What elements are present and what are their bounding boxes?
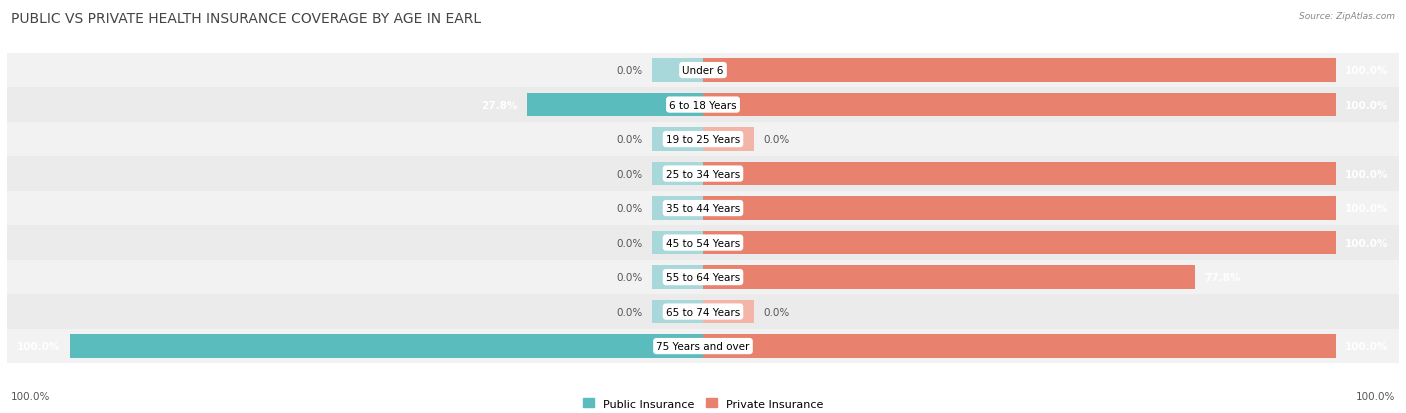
Bar <box>652 59 703 83</box>
Bar <box>703 59 1336 83</box>
Text: 100.0%: 100.0% <box>1346 204 1389 214</box>
Bar <box>7 329 1399 363</box>
Text: 35 to 44 Years: 35 to 44 Years <box>666 204 740 214</box>
Bar <box>652 300 703 323</box>
Text: 100.0%: 100.0% <box>1346 169 1389 179</box>
Text: 0.0%: 0.0% <box>617 204 643 214</box>
Text: PUBLIC VS PRIVATE HEALTH INSURANCE COVERAGE BY AGE IN EARL: PUBLIC VS PRIVATE HEALTH INSURANCE COVER… <box>11 12 481 26</box>
Text: 0.0%: 0.0% <box>617 307 643 317</box>
Bar <box>703 94 1336 117</box>
Bar <box>7 294 1399 329</box>
Text: 100.0%: 100.0% <box>1346 100 1389 110</box>
Text: 0.0%: 0.0% <box>763 307 789 317</box>
Bar <box>652 266 703 289</box>
Text: 19 to 25 Years: 19 to 25 Years <box>666 135 740 145</box>
Text: 25 to 34 Years: 25 to 34 Years <box>666 169 740 179</box>
Bar <box>70 335 703 358</box>
Bar <box>7 260 1399 294</box>
Bar <box>7 88 1399 123</box>
Bar <box>652 128 703 152</box>
Text: 0.0%: 0.0% <box>763 135 789 145</box>
Text: 0.0%: 0.0% <box>617 238 643 248</box>
Text: 100.0%: 100.0% <box>11 391 51 401</box>
Bar <box>7 157 1399 191</box>
Text: 45 to 54 Years: 45 to 54 Years <box>666 238 740 248</box>
Text: 100.0%: 100.0% <box>1346 66 1389 76</box>
Legend: Public Insurance, Private Insurance: Public Insurance, Private Insurance <box>579 394 827 413</box>
Text: 6 to 18 Years: 6 to 18 Years <box>669 100 737 110</box>
Bar <box>703 300 754 323</box>
Text: 100.0%: 100.0% <box>17 341 60 351</box>
Bar <box>703 335 1336 358</box>
Bar <box>652 197 703 220</box>
Text: 27.8%: 27.8% <box>481 100 517 110</box>
Bar <box>7 54 1399 88</box>
Bar <box>7 123 1399 157</box>
Text: 0.0%: 0.0% <box>617 66 643 76</box>
Text: 100.0%: 100.0% <box>1346 238 1389 248</box>
Text: 100.0%: 100.0% <box>1355 391 1395 401</box>
Bar <box>703 231 1336 255</box>
Text: Under 6: Under 6 <box>682 66 724 76</box>
Text: 0.0%: 0.0% <box>617 135 643 145</box>
Text: 77.8%: 77.8% <box>1205 273 1241 282</box>
Bar <box>652 231 703 255</box>
Bar <box>652 162 703 186</box>
Bar <box>7 226 1399 260</box>
Text: 100.0%: 100.0% <box>1346 341 1389 351</box>
Bar <box>703 266 1195 289</box>
Text: 0.0%: 0.0% <box>617 169 643 179</box>
Bar <box>7 191 1399 226</box>
Text: 65 to 74 Years: 65 to 74 Years <box>666 307 740 317</box>
Bar <box>703 162 1336 186</box>
Text: Source: ZipAtlas.com: Source: ZipAtlas.com <box>1299 12 1395 21</box>
Text: 0.0%: 0.0% <box>617 273 643 282</box>
Bar <box>703 128 754 152</box>
Text: 75 Years and over: 75 Years and over <box>657 341 749 351</box>
Bar <box>527 94 703 117</box>
Bar <box>703 197 1336 220</box>
Text: 55 to 64 Years: 55 to 64 Years <box>666 273 740 282</box>
